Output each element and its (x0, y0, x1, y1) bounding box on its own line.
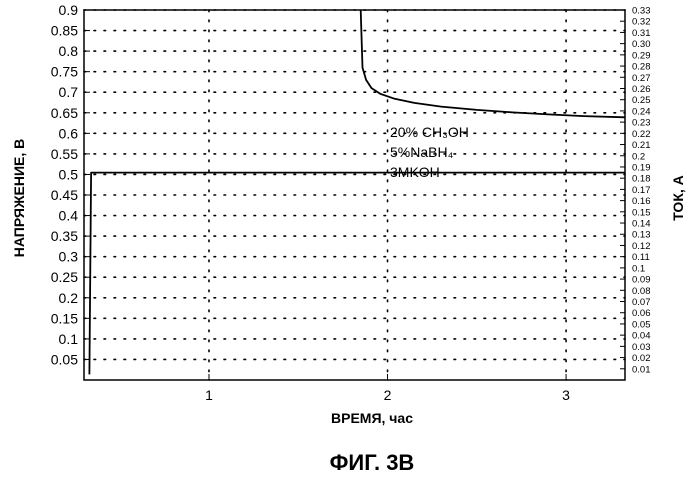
y-tick-label-right: 0.27 (632, 73, 651, 84)
y-tick-label-right: 0.04 (632, 331, 651, 342)
y-tick-label-right: 0.24 (632, 106, 651, 117)
y-tick-label-left: 0.4 (59, 208, 79, 224)
y-tick-label-left: 0.15 (51, 310, 78, 326)
y-tick-label-right: 0.28 (632, 62, 651, 73)
y-tick-label-right: 0.16 (632, 196, 651, 207)
y-tick-label-right: 0.13 (632, 230, 651, 241)
y-tick-label-left: 0.45 (51, 187, 78, 203)
y-axis-label-left: НАПРЯЖЕНИЕ, В (11, 139, 27, 258)
y-tick-label-right: 0.01 (632, 364, 651, 375)
y-tick-label-right: 0.12 (632, 241, 651, 252)
x-tick-label: 1 (205, 387, 213, 403)
y-tick-label-right: 0.07 (632, 297, 651, 308)
figure-caption: ФИГ. 3В (330, 450, 415, 475)
y-tick-label-left: 0.5 (59, 166, 79, 182)
y-tick-label-right: 0.19 (632, 162, 651, 173)
y-tick-label-left: 0.2 (59, 290, 79, 306)
y-tick-label-left: 0.8 (59, 43, 79, 59)
y-tick-label-right: 0.09 (632, 275, 651, 286)
y-tick-label-right: 0.31 (632, 28, 651, 39)
y-tick-label-left: 0.1 (59, 331, 79, 347)
y-tick-label-right: 0.30 (632, 39, 651, 50)
y-tick-label-right: 0.33 (632, 6, 651, 17)
y-tick-label-right: 0.05 (632, 319, 651, 330)
y-tick-label-right: 0.25 (632, 95, 651, 106)
y-tick-label-left: 0.65 (51, 105, 78, 121)
y-tick-label-left: 0.25 (51, 269, 78, 285)
y-tick-label-right: 0.03 (632, 342, 651, 353)
y-tick-label-right: 0.23 (632, 118, 651, 129)
y-tick-label-left: 0.55 (51, 146, 78, 162)
y-tick-label-left: 0.35 (51, 228, 78, 244)
y-tick-label-right: 0.26 (632, 84, 651, 95)
y-tick-label-right: 0.18 (632, 174, 651, 185)
y-tick-label-left: 0.6 (59, 125, 79, 141)
y-tick-label-right: 0.22 (632, 129, 651, 140)
y-tick-label-right: 0.21 (632, 140, 651, 151)
annotation-line-2: 5%NaBH₄ (390, 144, 454, 160)
annotation-line-3: 3MKOH (390, 164, 440, 180)
x-axis-label: ВРЕМЯ, час (331, 410, 413, 426)
y-tick-label-right: 0.17 (632, 185, 651, 196)
annotation-line-1: 20% CH₃OH (390, 124, 469, 140)
x-tick-label: 3 (562, 387, 570, 403)
y-tick-label-left: 0.85 (51, 23, 78, 39)
y-tick-label-left: 0.05 (51, 351, 78, 367)
y-tick-label-right: 0.02 (632, 353, 651, 364)
y-tick-label-right: 0.32 (632, 17, 651, 28)
y-tick-label-right: 0.15 (632, 207, 651, 218)
y-tick-label-right: 0.14 (632, 219, 651, 230)
y-tick-label-left: 0.9 (59, 2, 79, 18)
y-tick-label-left: 0.3 (59, 249, 79, 265)
y-tick-label-right: 0.08 (632, 286, 651, 297)
y-tick-label-left: 0.75 (51, 64, 78, 80)
y-tick-label-right: 0.2 (632, 151, 645, 162)
y-tick-label-right: 0.29 (632, 50, 651, 61)
y-tick-label-right: 0.06 (632, 308, 651, 319)
y-tick-label-right: 0.1 (632, 263, 645, 274)
y-tick-label-right: 0.11 (632, 252, 650, 263)
x-tick-label: 2 (384, 387, 392, 403)
y-axis-label-right: ТОК, А (670, 175, 686, 221)
y-tick-label-left: 0.7 (59, 84, 79, 100)
